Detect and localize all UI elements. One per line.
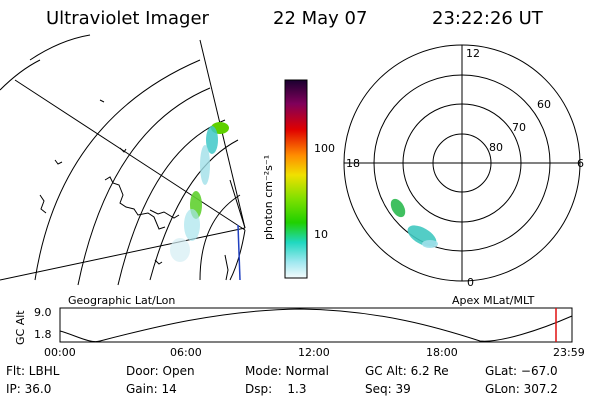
info-filter: Flt: LBHL <box>6 364 60 378</box>
polar-label-12: 12 <box>466 47 480 60</box>
alt-ytick-1-8: 1.8 <box>34 328 52 341</box>
polar-lat-60: 60 <box>537 98 551 111</box>
info-seq: Seq: 39 <box>365 382 411 396</box>
info-dsp: Dsp: 1.3 <box>245 382 307 396</box>
info-gain: Gain: 14 <box>126 382 177 396</box>
polar-label-0: 0 <box>467 276 474 289</box>
polar-label-18: 18 <box>346 157 360 170</box>
polar-caption: Apex MLat/MLT <box>452 294 535 307</box>
polar-label-6: 6 <box>577 157 584 170</box>
color-scale-bar <box>284 79 308 279</box>
geo-caption: Geographic Lat/Lon <box>68 294 176 307</box>
alt-ytick-9: 9.0 <box>34 306 52 319</box>
info-ip: IP: 36.0 <box>6 382 52 396</box>
info-door: Door: Open <box>126 364 195 378</box>
alt-xtick-1200: 12:00 <box>298 346 330 359</box>
polar-lat-80: 80 <box>489 141 503 154</box>
time-label: 23:22:26 UT <box>432 8 543 29</box>
info-gc-alt: GC Alt: 6.2 Re <box>365 364 449 378</box>
info-mode: Mode: Normal <box>245 364 329 378</box>
alt-ylabel: GC Alt <box>14 310 27 345</box>
alt-xtick-2359: 23:59 <box>553 346 585 359</box>
date-label: 22 May 07 <box>273 8 368 29</box>
polar-plot <box>343 44 581 282</box>
colorbar-tick-100: 100 <box>314 142 335 155</box>
colorbar-tick-10: 10 <box>314 228 328 241</box>
alt-xtick-1800: 18:00 <box>426 346 458 359</box>
altitude-plot <box>59 307 573 343</box>
instrument-title: Ultraviolet Imager <box>46 8 209 29</box>
alt-xtick-0000: 00:00 <box>44 346 76 359</box>
info-glat: GLat: −67.0 <box>485 364 558 378</box>
info-glon: GLon: 307.2 <box>485 382 558 396</box>
polar-lat-70: 70 <box>512 121 526 134</box>
colorbar-unit-label: photon cm⁻²s⁻¹ <box>262 154 275 240</box>
alt-xtick-0600: 06:00 <box>170 346 202 359</box>
